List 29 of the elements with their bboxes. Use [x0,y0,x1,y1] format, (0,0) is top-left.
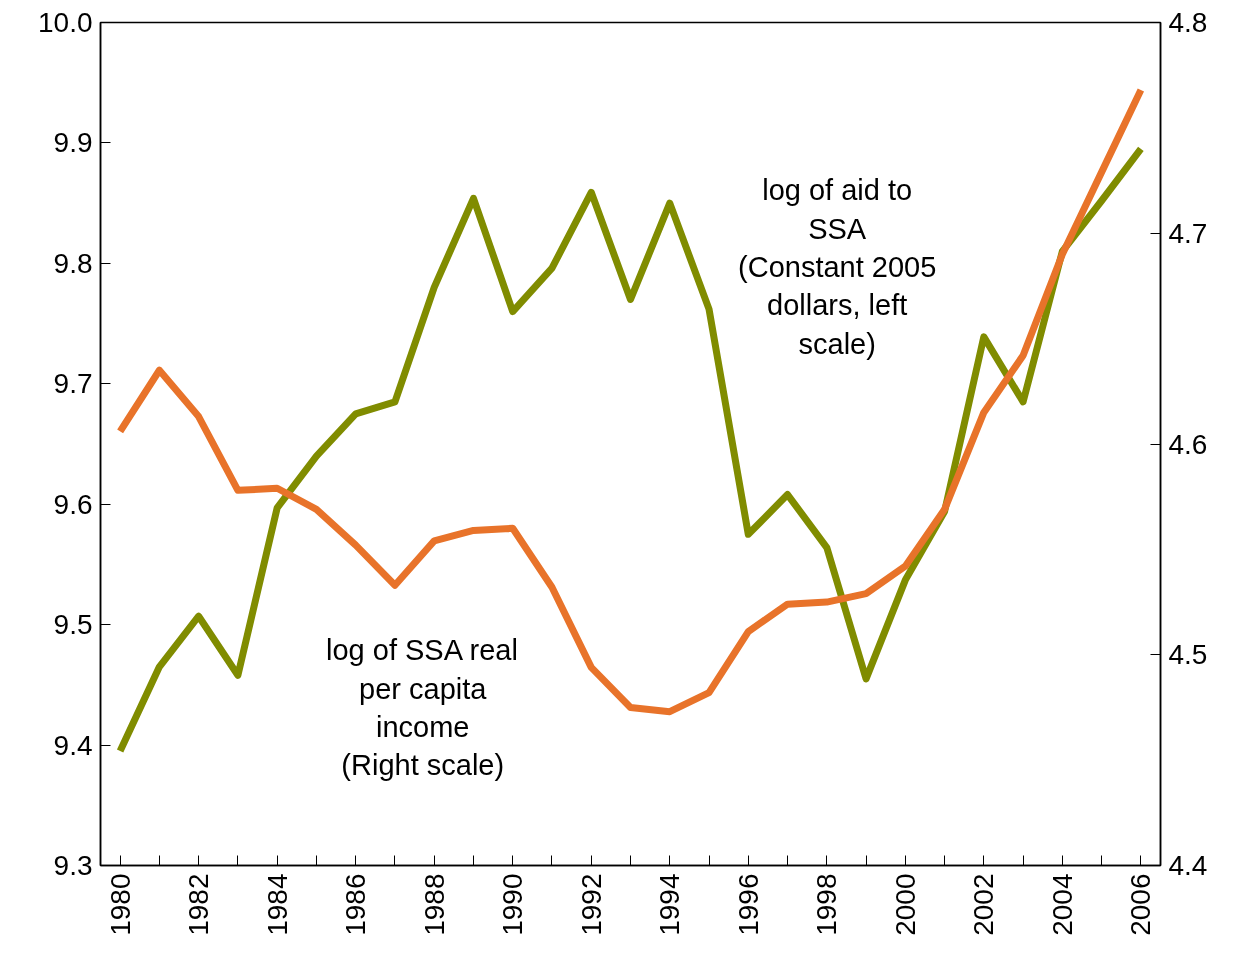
y-tick-label: 9.6 [53,488,93,520]
y-tick-label: 9.7 [53,368,93,400]
annotation: log of SSA real per capita income (Right scale) [326,634,518,782]
x-tick-label: 1998 [811,873,843,936]
y-tick-label: 9.5 [53,609,93,641]
y-tick-label: 10.0 [38,7,93,38]
x-tick-label: 1980 [104,873,136,936]
x-tick-label: 1982 [183,873,215,936]
x-tick-label: 2004 [1046,873,1078,936]
x-tick-label: 1994 [654,873,686,936]
x-tick-label: 2006 [1125,873,1157,936]
x-tick-label: 1996 [732,873,764,936]
y2-tick-label: 4.7 [1168,217,1208,249]
x-tick-label: 1988 [418,873,450,936]
y2-tick-label: 4.6 [1168,428,1208,460]
y2-tick-label: 4.4 [1168,850,1208,881]
y-tick-label: 9.8 [53,247,93,279]
x-tick-label: 1984 [261,873,293,936]
y2-tick-label: 4.5 [1168,639,1208,671]
x-tick-label: 2000 [889,873,921,936]
y2-tick-label: 4.8 [1168,7,1208,38]
x-tick-label: 1992 [575,873,607,936]
x-tick-label: 1986 [340,873,372,936]
x-tick-label: 1990 [497,873,529,936]
y-tick-label: 9.4 [53,729,93,761]
y-tick-label: 9.3 [53,850,93,881]
annotation: log of aid to SSA (Constant 2005 dollars, left scale) [738,174,937,360]
y-tick-label: 9.9 [53,127,93,159]
x-tick-label: 2002 [968,873,1000,936]
